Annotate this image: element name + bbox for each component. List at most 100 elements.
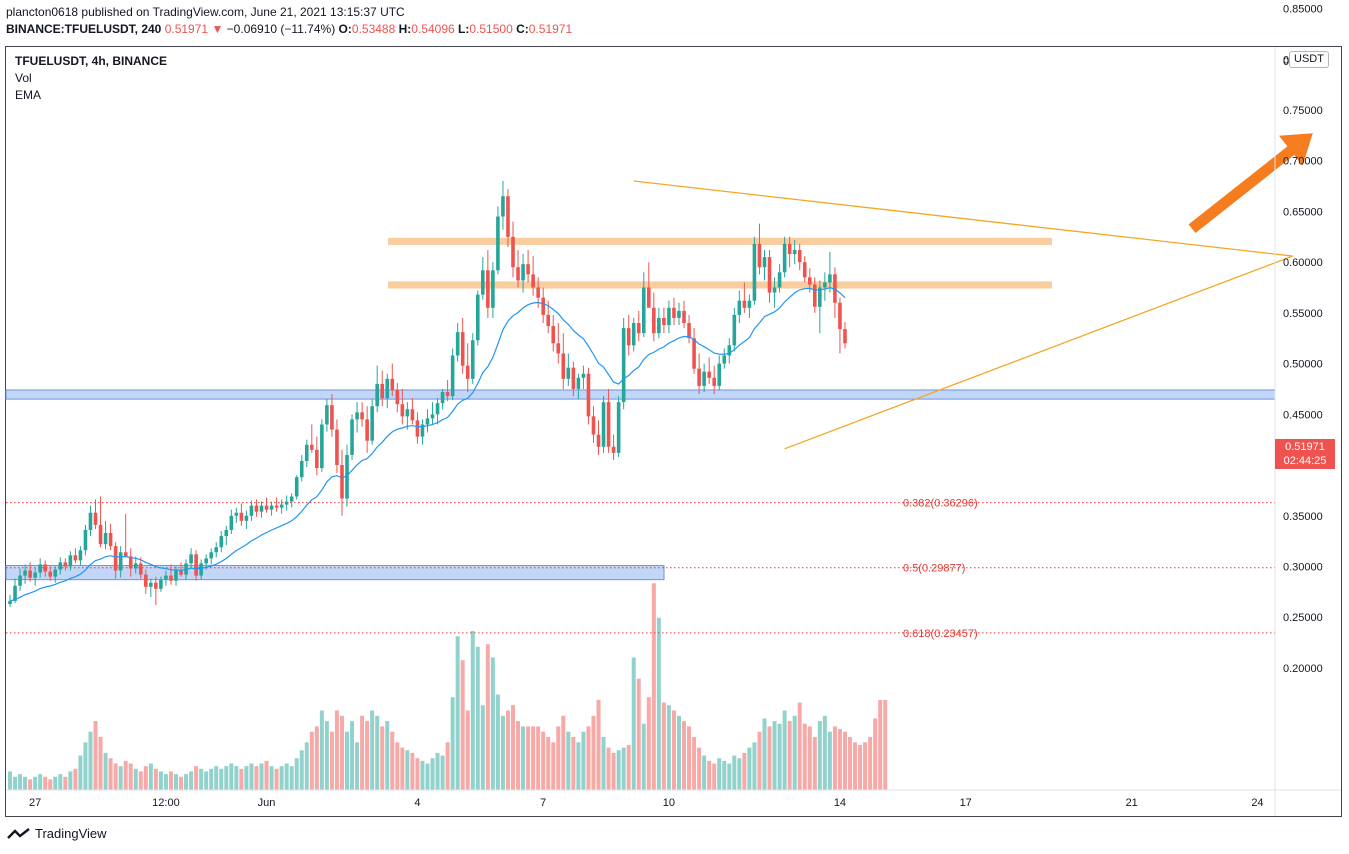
open-value: 0.53488 (351, 22, 396, 36)
volume-bar-40 (209, 768, 214, 790)
candle-71 (365, 406, 369, 453)
volume-bar-131 (666, 705, 671, 790)
candle-114 (581, 365, 586, 389)
candle-11 (63, 558, 68, 571)
candle-138 (702, 363, 706, 393)
volume-bar-44 (229, 763, 234, 790)
candle-110 (561, 333, 566, 389)
volume-bar-172 (873, 718, 878, 790)
candle-body-75 (385, 378, 390, 399)
candle-body-131 (667, 307, 671, 326)
volume-bar-8 (48, 779, 53, 790)
volume-bar-72 (370, 710, 375, 790)
ema-line (9, 287, 846, 602)
volume-bar-29 (153, 768, 158, 790)
candle-45 (234, 507, 239, 523)
candle-body-12 (68, 555, 73, 567)
candle-body-162 (823, 282, 827, 288)
candle-96 (491, 262, 495, 318)
volume-bar-123 (626, 744, 631, 790)
price-tick-4: 0.65000 (1283, 206, 1323, 218)
time-tick-4: 7 (540, 797, 546, 809)
candle-body-127 (647, 287, 651, 308)
candle-140 (712, 365, 716, 395)
volume-bar-171 (868, 737, 873, 790)
candle-body-113 (576, 377, 581, 389)
candle-body-56 (289, 496, 294, 502)
volume-bar-155 (787, 721, 792, 790)
volume-bar-42 (219, 768, 224, 790)
volume-bar-48 (249, 763, 254, 790)
candle-17 (93, 499, 98, 529)
candle-body-101 (516, 267, 520, 281)
volume-bar-5 (33, 776, 38, 790)
volume-bar-110 (561, 715, 566, 790)
candle-52 (269, 501, 274, 516)
candle-body-84 (430, 414, 435, 419)
candle-165 (838, 297, 842, 354)
footer-brand[interactable]: TradingView (7, 826, 107, 841)
candle-body-118 (601, 402, 606, 447)
currency-unit-button[interactable]: USDT (1289, 51, 1329, 68)
candle-body-65 (335, 429, 339, 466)
volume-bar-79 (405, 750, 410, 790)
volume-bar-45 (234, 766, 239, 790)
volume-bar-46 (239, 768, 244, 790)
candle-161 (818, 280, 822, 334)
candle-156 (792, 239, 797, 265)
candle-117 (596, 420, 601, 455)
candle-139 (707, 357, 711, 384)
candle-body-31 (164, 575, 168, 580)
candle-body-21 (113, 546, 118, 571)
candle-123 (626, 314, 631, 356)
volume-bar-36 (189, 771, 194, 790)
volume-bar-121 (616, 750, 621, 790)
volume-bar-106 (541, 731, 546, 790)
candle-body-29 (154, 582, 158, 589)
candle-body-8 (48, 571, 53, 577)
legend-vol[interactable]: Vol (15, 71, 32, 85)
volume-bar-59 (304, 742, 309, 790)
candle-body-20 (108, 533, 113, 547)
volume-bar-15 (83, 742, 88, 790)
candle-body-76 (390, 378, 395, 390)
candle-151 (767, 249, 772, 303)
volume-bar-27 (143, 766, 148, 790)
price-tick-0: 0.85000 (1283, 4, 1323, 16)
candle-body-81 (415, 420, 420, 437)
candle-body-38 (199, 563, 203, 576)
candle-body-106 (541, 297, 545, 315)
candle-body-163 (828, 274, 832, 283)
candle-44 (229, 509, 234, 535)
candle-68 (350, 414, 354, 460)
candle-66 (340, 449, 344, 516)
candle-65 (335, 419, 339, 474)
candle-83 (425, 409, 430, 433)
candle-body-130 (662, 317, 666, 326)
close-label: C: (516, 22, 529, 36)
support-zone-0 (5, 389, 1276, 400)
candle-60 (310, 424, 314, 453)
legend-ema[interactable]: EMA (15, 88, 42, 102)
candle-72 (370, 399, 374, 445)
volume-bar-146 (742, 752, 747, 790)
candle-148 (752, 236, 757, 305)
candle-body-1 (13, 585, 17, 601)
candle-body-166 (843, 329, 847, 344)
candle-body-133 (677, 310, 681, 318)
volume-bar-31 (163, 774, 168, 790)
candle-70 (360, 402, 364, 427)
candle-54 (279, 499, 284, 514)
candle-36 (189, 548, 193, 569)
candle-116 (591, 406, 596, 443)
candle-18 (98, 496, 103, 548)
candle-body-80 (410, 409, 415, 421)
volume-bar-157 (797, 702, 802, 790)
candle-120 (611, 434, 616, 460)
volume-bar-158 (802, 723, 807, 790)
candle-body-142 (722, 355, 727, 364)
candle-29 (154, 576, 158, 606)
candle-50 (259, 501, 264, 518)
